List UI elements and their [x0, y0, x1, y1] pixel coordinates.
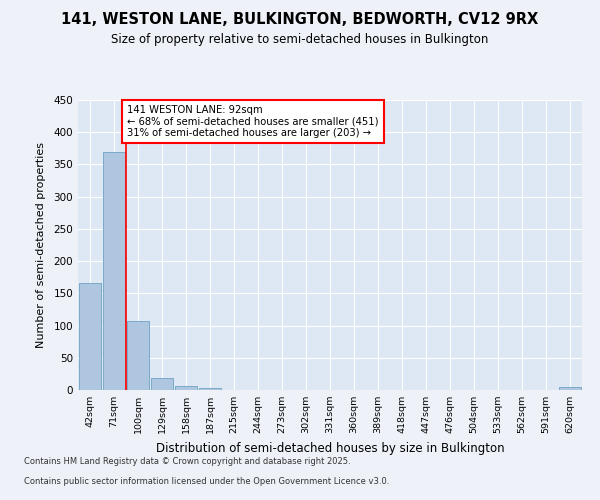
- Bar: [559, 388, 581, 390]
- Text: Size of property relative to semi-detached houses in Bulkington: Size of property relative to semi-detach…: [112, 32, 488, 46]
- X-axis label: Distribution of semi-detached houses by size in Bulkington: Distribution of semi-detached houses by …: [155, 442, 505, 454]
- Bar: [199, 388, 221, 390]
- Text: Contains HM Land Registry data © Crown copyright and database right 2025.: Contains HM Land Registry data © Crown c…: [24, 458, 350, 466]
- Bar: [151, 378, 173, 390]
- Text: 141, WESTON LANE, BULKINGTON, BEDWORTH, CV12 9RX: 141, WESTON LANE, BULKINGTON, BEDWORTH, …: [61, 12, 539, 28]
- Bar: [103, 152, 125, 390]
- Text: Contains public sector information licensed under the Open Government Licence v3: Contains public sector information licen…: [24, 478, 389, 486]
- Bar: [175, 386, 197, 390]
- Y-axis label: Number of semi-detached properties: Number of semi-detached properties: [37, 142, 46, 348]
- Text: 141 WESTON LANE: 92sqm
← 68% of semi-detached houses are smaller (451)
31% of se: 141 WESTON LANE: 92sqm ← 68% of semi-det…: [127, 104, 379, 138]
- Bar: [127, 321, 149, 390]
- Bar: [79, 283, 101, 390]
